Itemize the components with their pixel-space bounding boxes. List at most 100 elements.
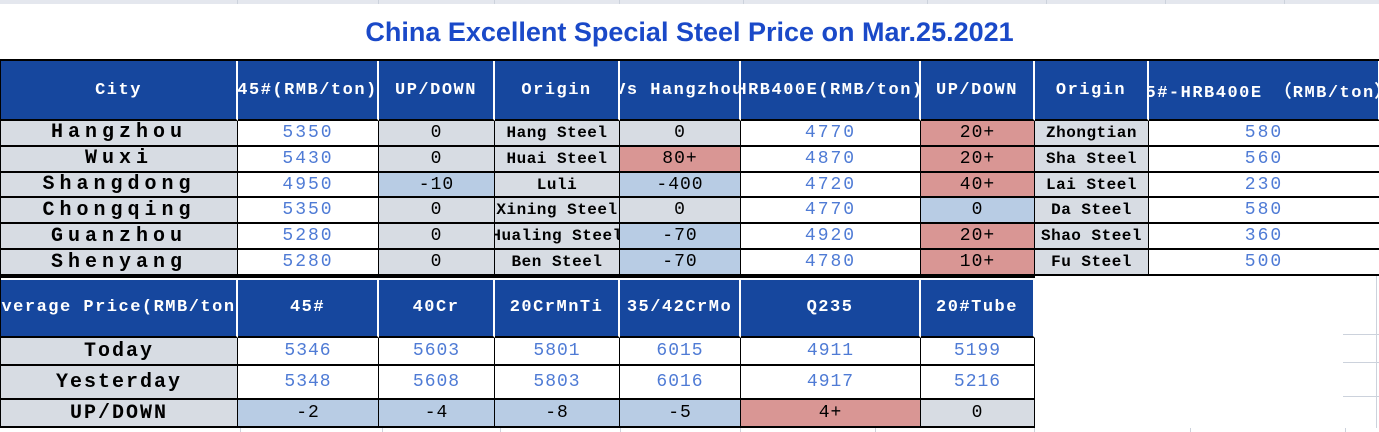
cell-avg-20crmnti[interactable]: -8 xyxy=(495,400,620,428)
cell-price-diff[interactable]: 500 xyxy=(1149,250,1379,276)
cell-origin-hrb400e[interactable]: Fu Steel xyxy=(1035,250,1149,276)
cell-city[interactable]: Wuxi xyxy=(1,146,238,173)
cell-origin-hrb400e[interactable]: Sha Steel xyxy=(1035,146,1149,173)
header-45-price[interactable]: 45#(RMB/ton) xyxy=(238,61,379,121)
cell-avg-40cr[interactable]: 5603 xyxy=(379,338,495,366)
cell-avg-40cr[interactable]: -4 xyxy=(379,400,495,428)
cell-row-label[interactable]: UP/DOWN xyxy=(1,400,238,428)
cell-price-diff[interactable]: 580 xyxy=(1149,198,1379,225)
cell-hrb400e-price[interactable]: 4720 xyxy=(741,172,921,199)
cell-updown-hrb400e[interactable]: 0 xyxy=(921,198,1035,225)
cell-vs-hangzhou[interactable]: 0 xyxy=(620,198,741,225)
header-45[interactable]: 45# xyxy=(238,278,379,338)
cell-updown-45[interactable]: 0 xyxy=(379,121,495,147)
cell-origin-hrb400e[interactable]: Lai Steel xyxy=(1035,172,1149,199)
header-q235[interactable]: Q235 xyxy=(741,278,921,338)
cell-origin-45[interactable]: Xining Steel xyxy=(495,198,620,225)
cell-vs-hangzhou[interactable]: 80+ xyxy=(620,146,741,173)
cell-vs-hangzhou[interactable]: -400 xyxy=(620,172,741,199)
header-updown-hrb400e[interactable]: UP/DOWN xyxy=(921,61,1035,121)
spreadsheet-row-below xyxy=(0,428,1379,432)
cell-hrb400e-price[interactable]: 4780 xyxy=(741,250,921,276)
cell-avg-20tube[interactable]: 5199 xyxy=(921,338,1035,366)
cell-avg-20crmnti[interactable]: 5803 xyxy=(495,366,620,400)
cell-updown-45[interactable]: 0 xyxy=(379,146,495,173)
gridline xyxy=(927,0,928,4)
cell-origin-45[interactable]: Luli xyxy=(495,172,620,199)
cell-city[interactable]: Shangdong xyxy=(1,172,238,199)
cell-origin-hrb400e[interactable]: Zhongtian xyxy=(1035,121,1149,147)
cell-avg-20tube[interactable]: 5216 xyxy=(921,366,1035,400)
gridline xyxy=(1343,334,1379,335)
cell-origin-45[interactable]: Hang Steel xyxy=(495,121,620,147)
header-20crmnti[interactable]: 20CrMnTi xyxy=(495,278,620,338)
cell-avg-20tube[interactable]: 0 xyxy=(921,400,1035,428)
header-updown-45[interactable]: UP/DOWN xyxy=(379,61,495,121)
cell-origin-45[interactable]: Hualing Steel xyxy=(495,224,620,251)
cell-row-label[interactable]: Today xyxy=(1,338,238,366)
cell-updown-45[interactable]: 0 xyxy=(379,250,495,276)
header-3542crmo[interactable]: 35/42CrMo xyxy=(620,278,741,338)
cell-hrb400e-price[interactable]: 4770 xyxy=(741,121,921,147)
cell-price-diff[interactable]: 230 xyxy=(1149,172,1379,199)
cell-price-diff[interactable]: 360 xyxy=(1149,224,1379,251)
cell-45-price[interactable]: 5430 xyxy=(238,146,379,173)
header-40cr[interactable]: 40Cr xyxy=(379,278,495,338)
cell-avg-45[interactable]: 5346 xyxy=(238,338,379,366)
cell-vs-hangzhou[interactable]: -70 xyxy=(620,224,741,251)
page-title[interactable]: China Excellent Special Steel Price on M… xyxy=(0,4,1379,60)
cell-origin-hrb400e[interactable]: Da Steel xyxy=(1035,198,1149,225)
cell-45-price[interactable]: 5280 xyxy=(238,224,379,251)
cell-45-price[interactable]: 4950 xyxy=(238,172,379,199)
cell-updown-45[interactable]: -10 xyxy=(379,172,495,199)
cell-row-label[interactable]: Yesterday xyxy=(1,366,238,400)
cell-avg-20crmnti[interactable]: 5801 xyxy=(495,338,620,366)
gridline xyxy=(382,428,383,432)
cell-avg-q235[interactable]: 4+ xyxy=(741,400,921,428)
cell-city[interactable]: Hangzhou xyxy=(1,121,238,147)
cell-updown-45[interactable]: 0 xyxy=(379,224,495,251)
header-hrb400e[interactable]: HRB400E(RMB/ton) xyxy=(741,61,921,121)
cell-price-diff[interactable]: 560 xyxy=(1149,146,1379,173)
cell-city[interactable]: Guanzhou xyxy=(1,224,238,251)
cell-avg-45[interactable]: -2 xyxy=(238,400,379,428)
header-origin-1[interactable]: Origin xyxy=(495,61,620,121)
cell-updown-hrb400e[interactable]: 40+ xyxy=(921,172,1035,199)
header-20tube[interactable]: 20#Tube xyxy=(921,278,1035,338)
gridline xyxy=(620,428,621,432)
cell-updown-45[interactable]: 0 xyxy=(379,198,495,225)
cell-hrb400e-price[interactable]: 4770 xyxy=(741,198,921,225)
cell-city[interactable]: Chongqing xyxy=(1,198,238,225)
cell-avg-3542crmo[interactable]: -5 xyxy=(620,400,741,428)
header-vs-hangzhou[interactable]: Vs Hangzhou xyxy=(620,61,741,121)
cell-avg-q235[interactable]: 4917 xyxy=(741,366,921,400)
cell-45-price[interactable]: 5350 xyxy=(238,198,379,225)
cell-updown-hrb400e[interactable]: 20+ xyxy=(921,146,1035,173)
cell-avg-3542crmo[interactable]: 6015 xyxy=(620,338,741,366)
cell-price-diff[interactable]: 580 xyxy=(1149,121,1379,147)
header-price-diff[interactable]: 45#-HRB400E （RMB/ton） xyxy=(1149,61,1379,121)
cell-hrb400e-price[interactable]: 4870 xyxy=(741,146,921,173)
average-price-table: Average Price(RMB/ton) 45# 40Cr 20CrMnTi… xyxy=(0,276,1035,428)
cell-city[interactable]: Shenyang xyxy=(1,250,238,276)
cell-avg-45[interactable]: 5348 xyxy=(238,366,379,400)
header-origin-2[interactable]: Origin xyxy=(1035,61,1149,121)
header-city[interactable]: City xyxy=(1,61,238,121)
cell-45-price[interactable]: 5350 xyxy=(238,121,379,147)
cell-updown-hrb400e[interactable]: 20+ xyxy=(921,224,1035,251)
cell-vs-hangzhou[interactable]: -70 xyxy=(620,250,741,276)
cell-avg-40cr[interactable]: 5608 xyxy=(379,366,495,400)
gridline xyxy=(1284,0,1285,4)
cell-origin-45[interactable]: Ben Steel xyxy=(495,250,620,276)
cell-vs-hangzhou[interactable]: 0 xyxy=(620,121,741,147)
cell-avg-3542crmo[interactable]: 6016 xyxy=(620,366,741,400)
cell-origin-hrb400e[interactable]: Shao Steel xyxy=(1035,224,1149,251)
cell-hrb400e-price[interactable]: 4920 xyxy=(741,224,921,251)
cell-updown-hrb400e[interactable]: 20+ xyxy=(921,121,1035,147)
cell-avg-q235[interactable]: 4911 xyxy=(741,338,921,366)
header-average-price[interactable]: Average Price(RMB/ton) xyxy=(1,278,238,338)
cell-origin-45[interactable]: Huai Steel xyxy=(495,146,620,173)
empty-cells-region xyxy=(1035,276,1379,428)
cell-updown-hrb400e[interactable]: 10+ xyxy=(921,250,1035,276)
cell-45-price[interactable]: 5280 xyxy=(238,250,379,276)
